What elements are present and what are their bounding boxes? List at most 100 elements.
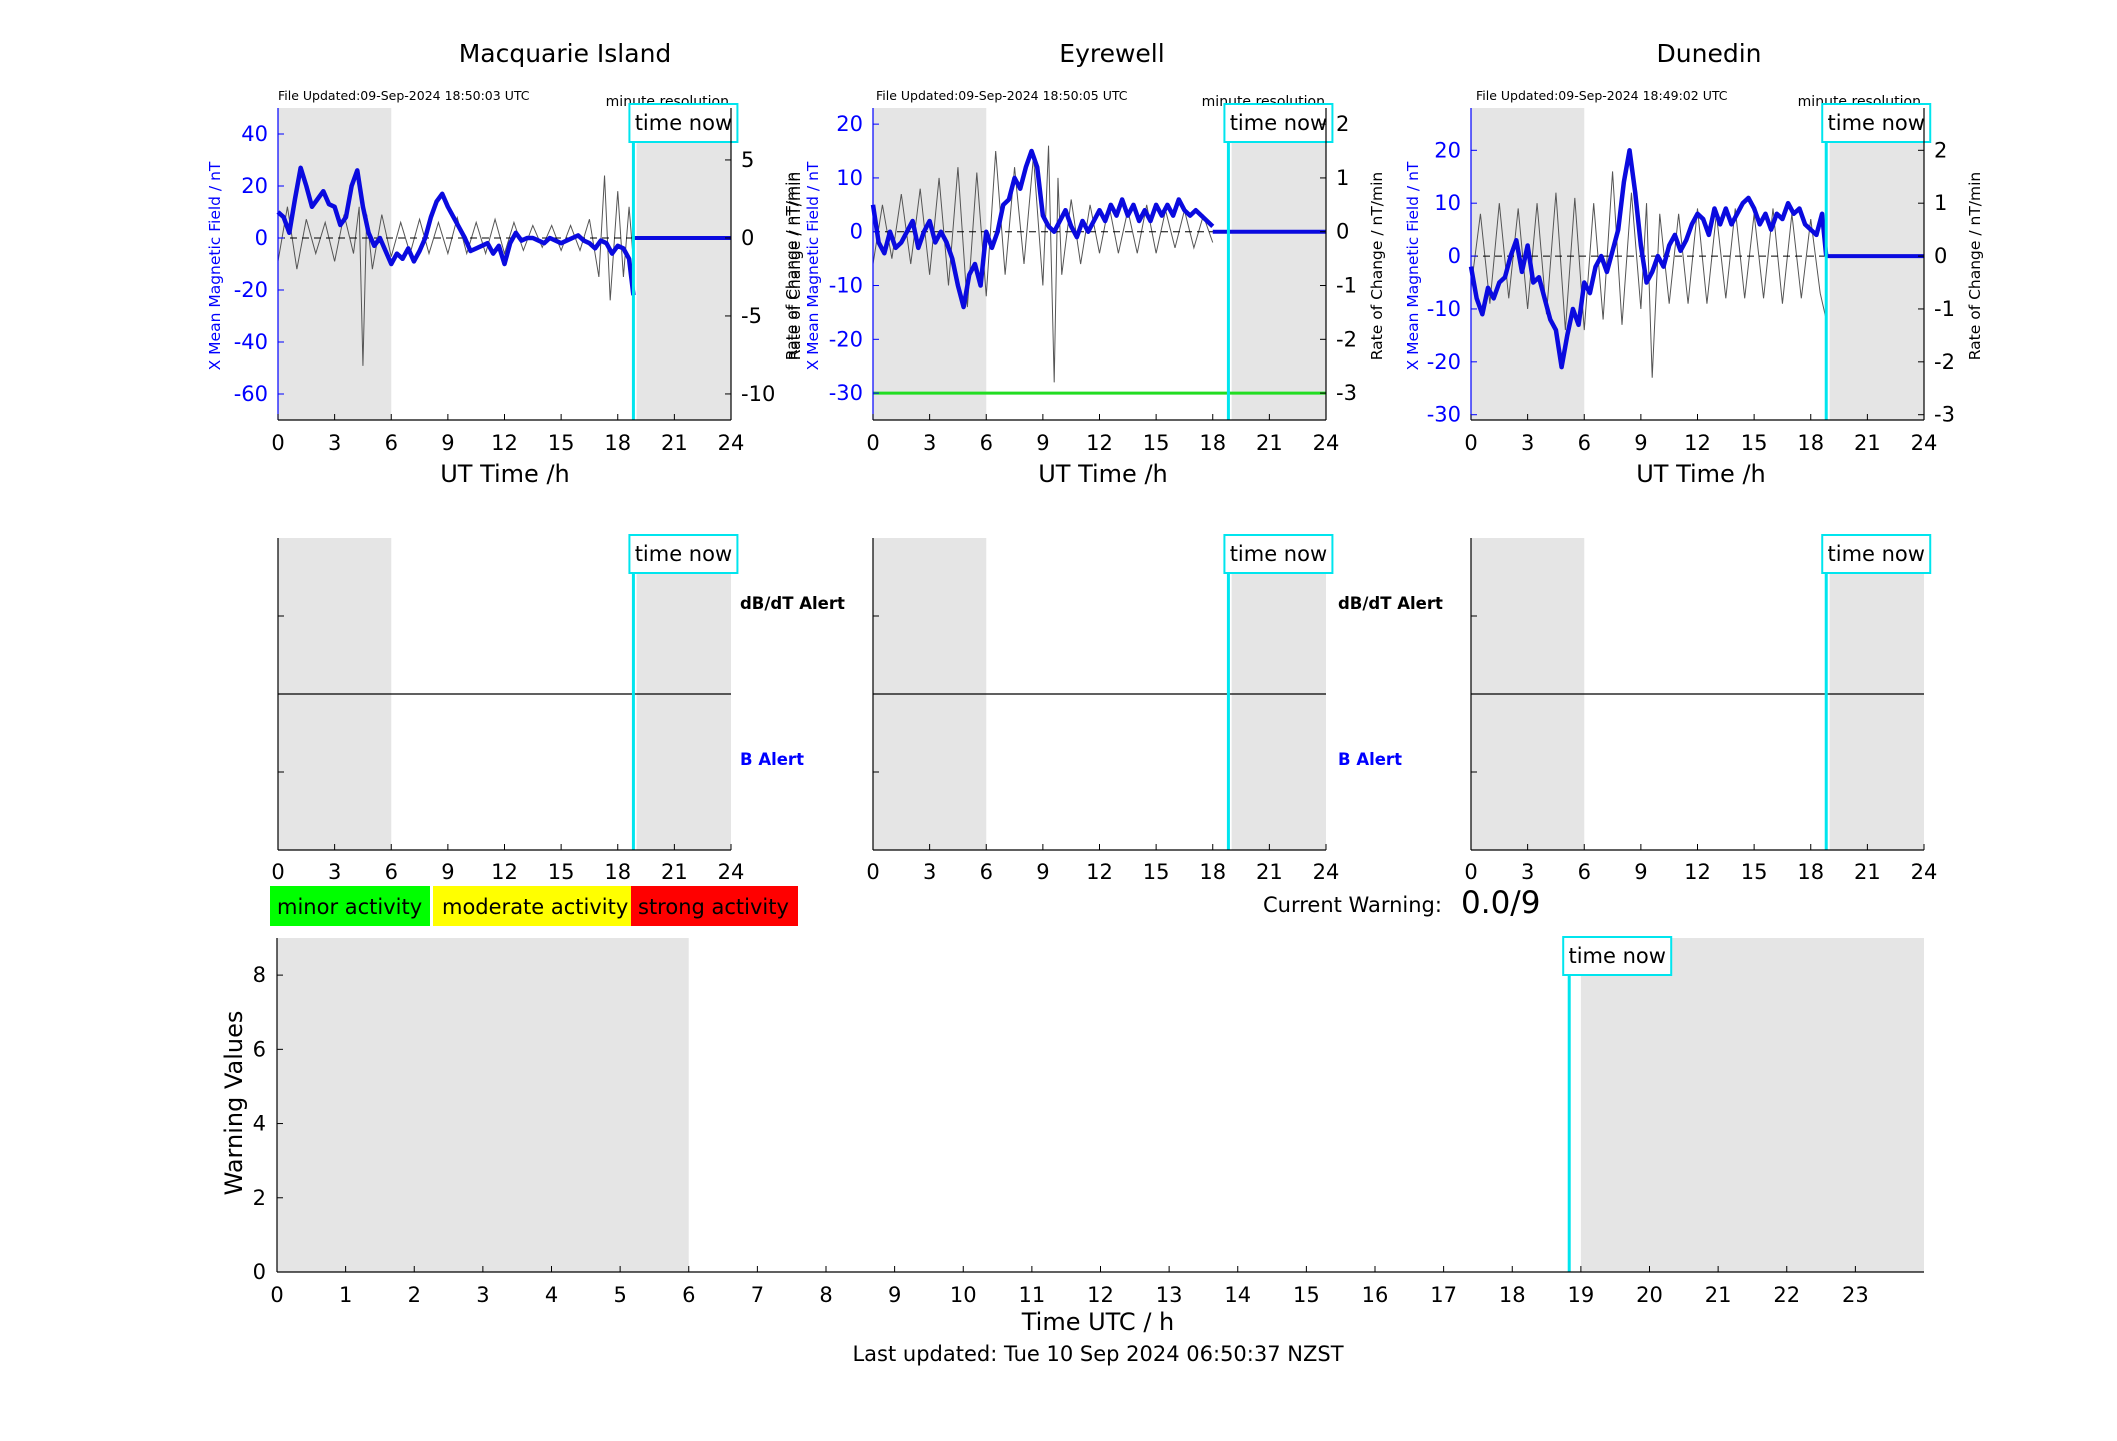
time-now-marker: time now: [1223, 534, 1334, 850]
y-left-tick-label: 20: [1434, 138, 1461, 162]
axes: 0 3 6 9 12 15 18 21 24 -60 -40 -20 0 20 40 -10 -5 0 5: [234, 108, 775, 455]
y-left-tick-label: -30: [1427, 403, 1461, 427]
x-tick-label: 12: [1684, 860, 1711, 884]
shading-layer: [277, 938, 1924, 1272]
field-line: [1468, 148, 1829, 370]
x-tick-label: 21: [1256, 431, 1283, 455]
x-tick-label: 6: [682, 1283, 695, 1307]
y-right-tick-label: -10: [741, 382, 775, 406]
time-now-label: time now: [1828, 542, 1925, 566]
x-tick-label: 14: [1224, 1283, 1251, 1307]
rate-of-change-series: [872, 145, 1214, 383]
y-right-tick-label: 5: [741, 148, 754, 172]
time-now-marker: time now: [628, 534, 739, 850]
shading-layer: [1471, 108, 1924, 420]
y-right-tick-label: -3: [1336, 381, 1357, 405]
activity-legend: minor activity moderate activity strong …: [270, 886, 798, 926]
x-tick-label: 15: [1293, 1283, 1320, 1307]
x-tick-label: 24: [1911, 860, 1938, 884]
y-left-tick-label: 10: [1434, 191, 1461, 215]
axes: 0 3 6 9 12 15 18 21 24: [1464, 538, 1937, 884]
x-tick-label: 9: [1634, 431, 1647, 455]
y-left-tick-label: 0: [255, 226, 268, 250]
time-now-label: time now: [1230, 542, 1327, 566]
x-tick-label: 3: [476, 1283, 489, 1307]
x-tick-label: 0: [271, 860, 284, 884]
y-right-tick-label: -1: [1934, 297, 1955, 321]
x-tick-label: 13: [1156, 1283, 1183, 1307]
time-now-box: [628, 103, 739, 143]
x-tick-label: 18: [604, 431, 631, 455]
time-now-label: time now: [1230, 111, 1327, 135]
axes: 0 3 6 9 12 15 18 21 24: [866, 538, 1339, 884]
x-tick-label: 15: [1741, 860, 1768, 884]
current-warning-value: 0.0/9: [1461, 885, 1540, 921]
time-now-box: [1821, 534, 1932, 574]
x-tick-label: 18: [1797, 860, 1824, 884]
y-left-tick-label: -30: [829, 381, 863, 405]
station-title: Eyrewell: [1059, 39, 1164, 68]
y-right-tick-label: -3: [1934, 403, 1955, 427]
x-tick-label: 9: [441, 860, 454, 884]
time-now-marker: time now: [1821, 534, 1932, 850]
y-tick-label: 0: [253, 1260, 266, 1284]
x-tick-label: 8: [819, 1283, 832, 1307]
y-left-tick-label: -10: [829, 274, 863, 298]
x-tick-label: 3: [328, 431, 341, 455]
eyrewell-field-chart: Eyrewell File Updated:09-Sep-2024 18:50:…: [786, 39, 1386, 488]
time-now-box: [1223, 103, 1334, 143]
x-axis-label: UT Time /h: [440, 460, 570, 488]
x-tick-label: 22: [1773, 1283, 1800, 1307]
y-left-tick-label: 40: [241, 122, 268, 146]
y-right-tick-label: -5: [741, 304, 762, 328]
time-now-box: [1223, 534, 1334, 574]
x-tick-label: 5: [613, 1283, 626, 1307]
x-tick-label: 9: [441, 431, 454, 455]
dunedin-alert-panel: time now 0 3 6 9 12 15 18 21 24: [1464, 534, 1937, 884]
rate-of-change-series: [277, 175, 634, 366]
legend-moderate-swatch: [433, 886, 631, 926]
y-left-tick-label: 20: [241, 174, 268, 198]
x-tick-label: 24: [1313, 431, 1340, 455]
x-tick-label: 18: [1199, 860, 1226, 884]
time-now-box: [1821, 103, 1932, 143]
x-tick-label: 12: [1684, 431, 1711, 455]
x-tick-label: 18: [604, 860, 631, 884]
eyrewell-alert-panel: time now 0 3 6 9 12 15 18 21 24 dB/dT Alert B Al…: [866, 534, 1443, 884]
x-tick-label: 15: [1143, 860, 1170, 884]
file-updated-text: File Updated:09-Sep-2024 18:50:03 UTC: [278, 88, 530, 103]
x-tick-label: 1: [339, 1283, 352, 1307]
time-now-box: [1562, 936, 1673, 976]
y-left-tick-label: -20: [234, 278, 268, 302]
x-tick-label: 0: [270, 1283, 283, 1307]
x-tick-label: 6: [385, 860, 398, 884]
x-tick-label: 0: [271, 431, 284, 455]
b-alert-label: B Alert: [740, 750, 804, 769]
y-right-tick-label: 2: [1336, 112, 1349, 136]
b-alert-label: B Alert: [1338, 750, 1402, 769]
time-now-label: time now: [635, 111, 732, 135]
y-right-tick-label: -2: [1336, 327, 1357, 351]
field-line: [276, 165, 636, 296]
x-tick-label: 18: [1199, 431, 1226, 455]
dbdt-alert-label: dB/dT Alert: [740, 594, 845, 613]
x-tick-label: 4: [545, 1283, 558, 1307]
x-tick-label: 6: [980, 860, 993, 884]
time-now-marker: time now: [1223, 103, 1334, 420]
x-tick-label: 3: [1521, 860, 1534, 884]
x-tick-label: 24: [1911, 431, 1938, 455]
shaded-region-1: [636, 108, 731, 420]
legend-strong-label: strong activity: [638, 895, 789, 919]
field-line: [870, 148, 1215, 310]
y-right-axis-label: Rate of Change / nT/min: [1368, 172, 1386, 361]
x-tick-label: 12: [491, 431, 518, 455]
shaded-region-0: [278, 108, 392, 420]
x-tick-label: 12: [1086, 431, 1113, 455]
x-tick-label: 9: [1036, 860, 1049, 884]
macquarie-island-field-chart: Macquarie Island File Updated:09-Sep-202…: [206, 39, 801, 488]
x-axis-label: UT Time /h: [1038, 460, 1168, 488]
x-tick-label: 20: [1636, 1283, 1663, 1307]
y-left-tick-label: -20: [829, 327, 863, 351]
